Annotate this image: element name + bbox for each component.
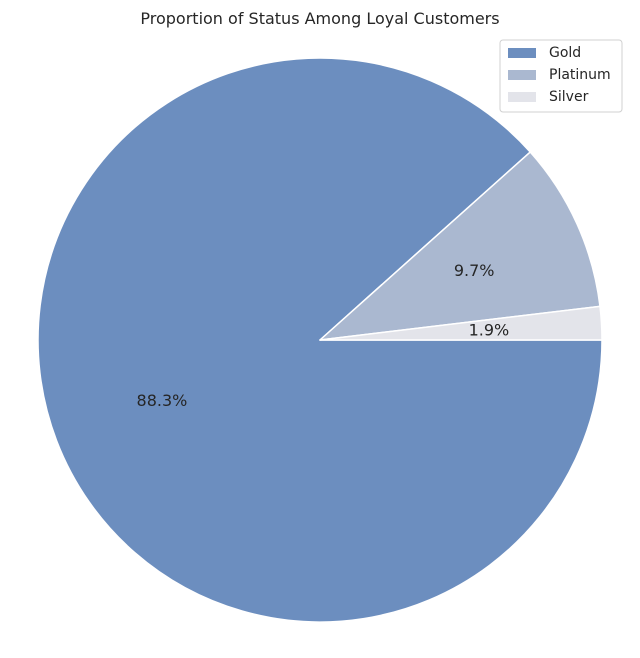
chart-title: Proportion of Status Among Loyal Custome… — [140, 9, 499, 28]
legend-swatch-gold — [508, 48, 536, 58]
pie-slices — [37, 57, 603, 623]
pie-slice-platinum — [319, 151, 601, 341]
pie-slice-gold — [37, 57, 603, 623]
pie-slice-silver — [319, 305, 603, 341]
legend-swatch-silver — [508, 92, 536, 102]
legend: Gold Platinum Silver — [499, 39, 623, 113]
percent-labels: 88.3% 9.7% 1.9% — [137, 261, 510, 410]
legend-label-silver: Silver — [549, 89, 589, 105]
percent-label-platinum: 9.7% — [454, 261, 495, 280]
legend-swatch-platinum — [508, 70, 536, 80]
percent-label-gold: 88.3% — [137, 391, 188, 410]
percent-label-silver: 1.9% — [469, 320, 510, 339]
legend-label-gold: Gold — [549, 45, 581, 61]
legend-label-platinum: Platinum — [549, 67, 611, 83]
